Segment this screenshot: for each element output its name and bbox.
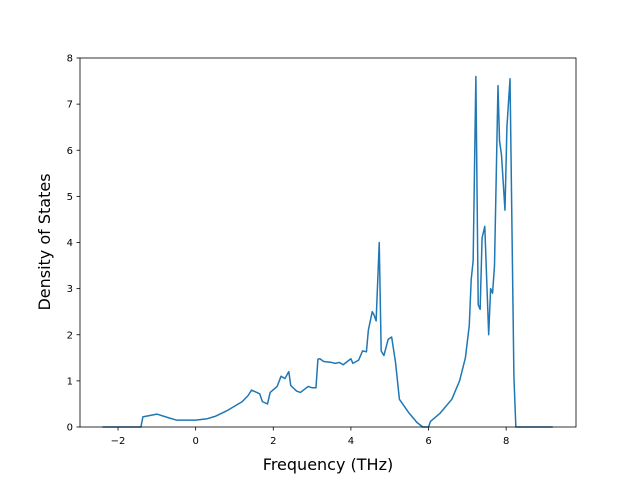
y-tick-label: 8 bbox=[67, 54, 73, 65]
plot-frame bbox=[79, 57, 577, 428]
x-tick-label: 2 bbox=[270, 436, 276, 447]
y-axis-label: Density of States bbox=[35, 173, 54, 310]
y-tick-label: 7 bbox=[67, 100, 73, 111]
y-tick-label: 6 bbox=[67, 146, 73, 157]
y-tick-label: 5 bbox=[67, 192, 73, 203]
y-tick-label: 0 bbox=[67, 423, 73, 434]
line bbox=[102, 75, 553, 428]
y-tick-label: 1 bbox=[67, 376, 73, 387]
y-tick-label: 3 bbox=[67, 284, 73, 295]
x-tick-label: 6 bbox=[425, 436, 431, 447]
x-tick-label: 8 bbox=[503, 436, 509, 447]
y-tick-label: 4 bbox=[67, 238, 73, 249]
x-tick-label: 0 bbox=[192, 436, 198, 447]
y-tick-label: 2 bbox=[67, 330, 73, 341]
x-tick-label: 4 bbox=[348, 436, 354, 447]
x-tick-label: −2 bbox=[111, 436, 126, 447]
x-axis-label: Frequency (THz) bbox=[263, 455, 393, 474]
